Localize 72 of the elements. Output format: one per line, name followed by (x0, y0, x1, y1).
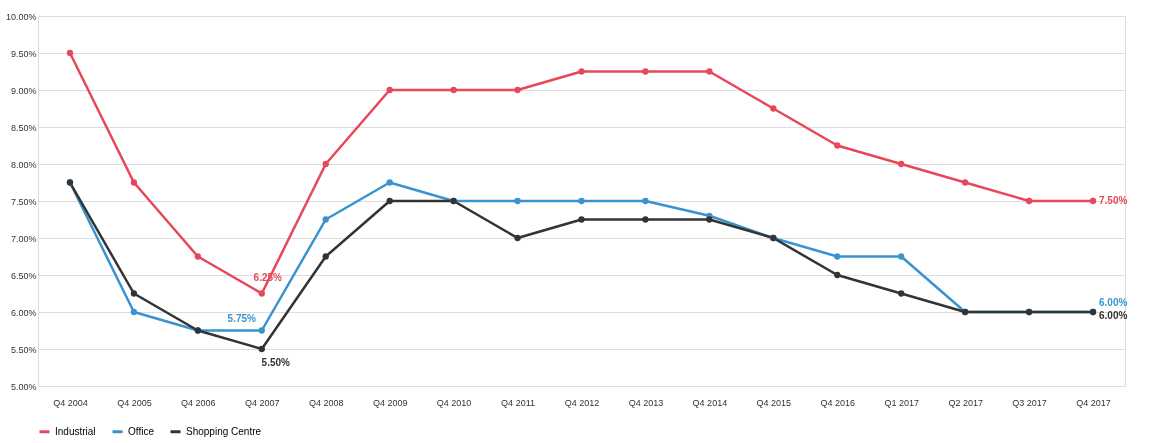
y-tick-label: 8.00% (10, 159, 37, 170)
point (130, 290, 138, 297)
y-tick-label: 6.50% (10, 270, 37, 281)
point (898, 253, 905, 260)
point (322, 160, 329, 168)
point (514, 197, 521, 205)
y-tick-label: 7.50% (10, 196, 37, 207)
x-tick-label: Q4 2011 (501, 397, 535, 408)
point (642, 216, 649, 223)
y-tick-label: 7.00% (10, 233, 37, 244)
point (322, 253, 329, 260)
point (258, 290, 265, 297)
legend-label: Shopping Centre (186, 425, 262, 437)
data-label: 6.00% (1099, 310, 1128, 321)
point (258, 345, 265, 353)
x-tick-label: Q4 2012 (564, 397, 600, 408)
x-tick-label: Q4 2013 (628, 397, 664, 408)
x-tick-label: Q1 2017 (884, 397, 919, 408)
point (770, 105, 777, 112)
x-tick-label: Q4 2010 (436, 397, 472, 408)
x-tick-label: Q4 2015 (756, 397, 792, 408)
point (130, 308, 138, 316)
x-tick-label: Q4 2007 (245, 397, 280, 408)
point (706, 216, 713, 223)
data-label: 6.00% (1099, 297, 1128, 308)
point (1025, 197, 1033, 205)
y-tick-label: 8.50% (10, 122, 37, 133)
x-tick-label: Q3 2017 (1012, 397, 1047, 408)
x-tick-label: Q4 2008 (308, 397, 344, 408)
legend-label: Office (128, 425, 155, 437)
point (961, 179, 969, 186)
y-tick-label: 5.00% (10, 381, 37, 392)
point (322, 216, 329, 223)
point (706, 68, 713, 75)
point (514, 234, 521, 242)
point (642, 68, 649, 75)
point (578, 216, 585, 223)
point (1089, 197, 1097, 205)
x-tick-label: Q2 2017 (948, 397, 983, 408)
legend-label: Industrial (55, 425, 96, 437)
point (514, 86, 521, 94)
y-tick-label: 9.50% (10, 48, 37, 59)
point (898, 290, 905, 297)
data-label: 7.50% (1099, 195, 1128, 206)
point (386, 197, 393, 205)
y-tick-label: 9.00% (10, 85, 37, 96)
point (258, 327, 265, 334)
point (898, 160, 905, 168)
data-label: 5.50% (261, 357, 291, 368)
x-tick-label: Q4 2004 (53, 397, 88, 408)
y-tick-label: 5.50% (10, 344, 37, 355)
x-tick-label: Q4 2009 (372, 397, 408, 408)
point (386, 86, 393, 94)
x-tick-label: Q4 2017 (1076, 397, 1111, 408)
point (578, 197, 585, 205)
y-tick-label: 10.00% (5, 11, 37, 22)
x-tick-label: Q4 2006 (181, 397, 216, 408)
point (834, 253, 841, 260)
x-tick-label: Q4 2005 (117, 397, 152, 408)
point (578, 68, 585, 75)
x-tick-label: Q4 2014 (692, 397, 728, 408)
point (642, 197, 649, 205)
data-label: 5.75% (227, 312, 257, 324)
point (450, 86, 457, 94)
point (66, 49, 74, 57)
point (386, 179, 393, 186)
point (194, 253, 202, 260)
point (834, 271, 841, 279)
point (834, 142, 841, 149)
point (130, 179, 138, 186)
x-tick-label: Q4 2016 (820, 397, 856, 408)
y-tick-label: 6.00% (10, 307, 37, 318)
